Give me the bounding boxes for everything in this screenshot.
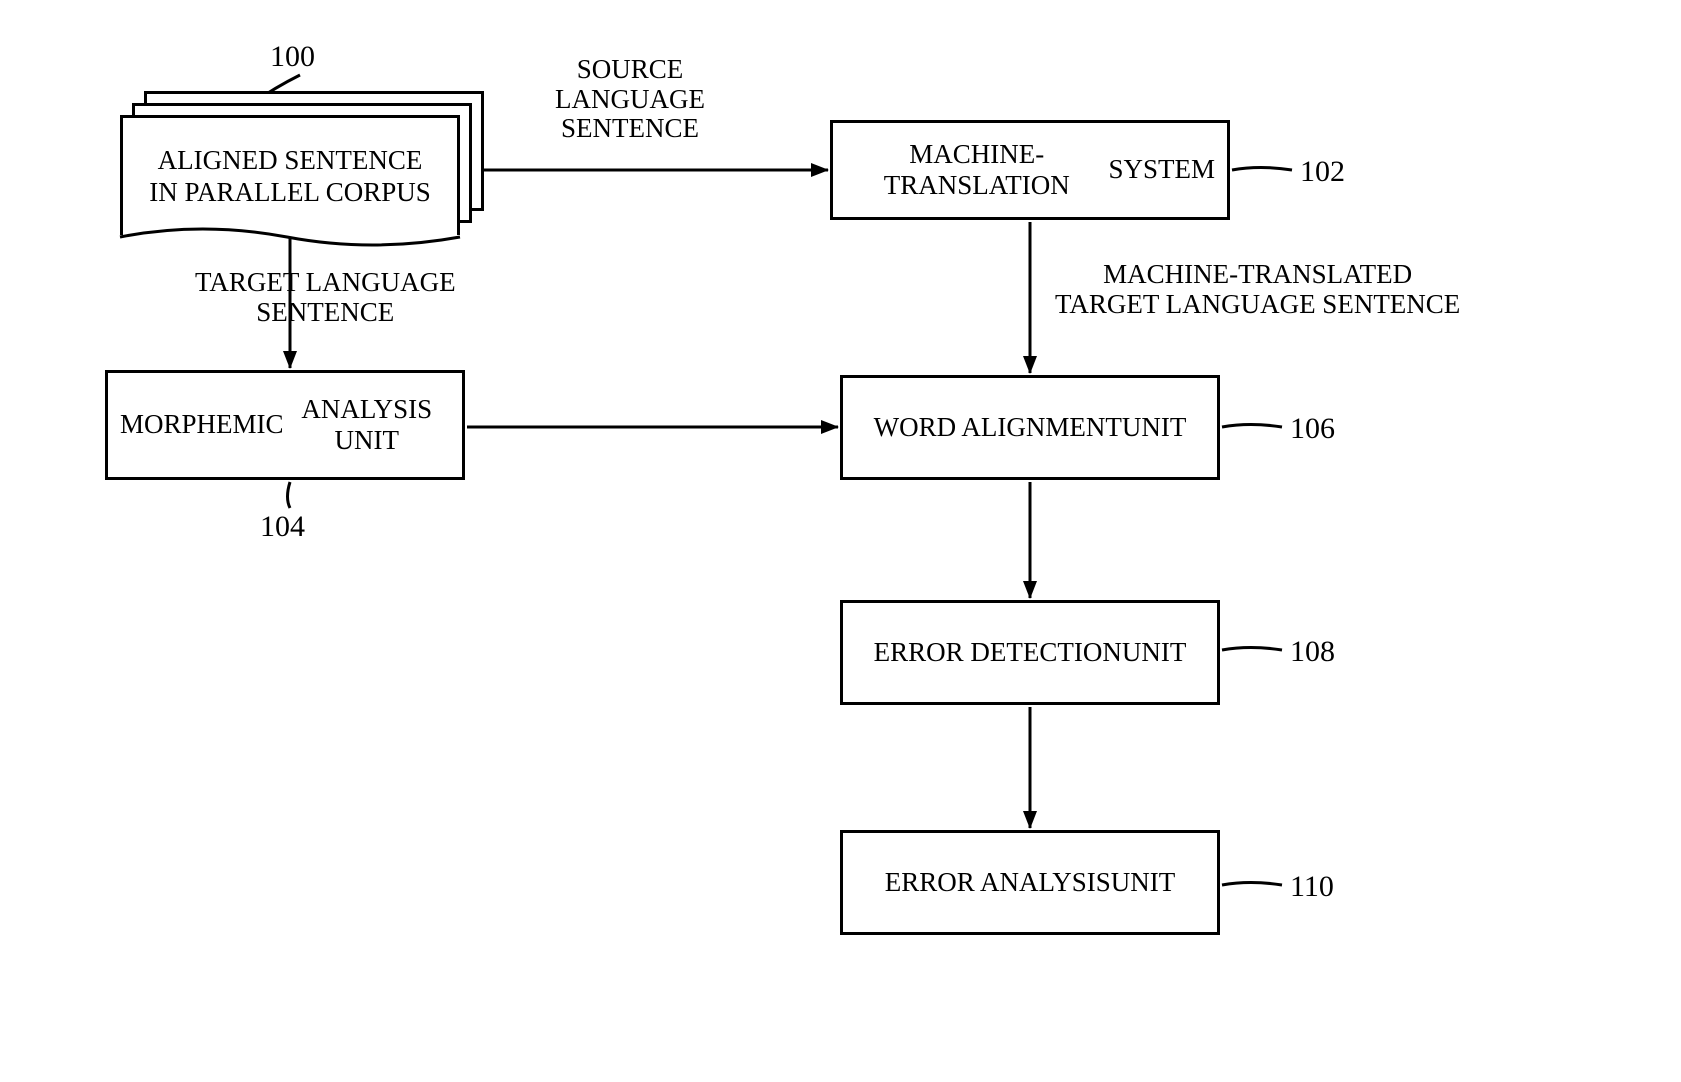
node-id-label: 106 bbox=[1290, 412, 1335, 446]
node-id-label: 110 bbox=[1290, 870, 1334, 904]
edge-label: MACHINE-TRANSLATEDTARGET LANGUAGE SENTEN… bbox=[1055, 260, 1460, 319]
edge-label: SOURCELANGUAGESENTENCE bbox=[555, 55, 705, 144]
node-text: IN PARALLEL CORPUS bbox=[149, 177, 431, 207]
node-text: UNIT bbox=[1122, 412, 1186, 443]
node-morphemic-analysis: MORPHEMICANALYSIS UNIT bbox=[105, 370, 465, 480]
node-text: WORD ALIGNMENT bbox=[874, 412, 1122, 443]
node-error-detection: ERROR DETECTIONUNIT bbox=[840, 600, 1220, 705]
node-text: UNIT bbox=[1111, 867, 1175, 898]
node-text: MORPHEMIC bbox=[120, 409, 284, 440]
leader-line bbox=[1222, 425, 1282, 428]
node-text: UNIT bbox=[1122, 637, 1186, 668]
leader-line bbox=[288, 482, 291, 508]
leader-line bbox=[1222, 883, 1282, 886]
node-corpus: ALIGNED SENTENCEIN PARALLEL CORPUS bbox=[120, 115, 484, 259]
node-error-analysis: ERROR ANALYSISUNIT bbox=[840, 830, 1220, 935]
node-text: MACHINE-TRANSLATION bbox=[845, 139, 1108, 201]
node-text: SYSTEM bbox=[1108, 154, 1215, 185]
leader-line bbox=[1222, 648, 1282, 651]
node-id-label: 108 bbox=[1290, 635, 1335, 669]
node-text: ERROR ANALYSIS bbox=[885, 867, 1111, 898]
node-text: ANALYSIS UNIT bbox=[284, 394, 450, 456]
edge-label: TARGET LANGUAGESENTENCE bbox=[195, 268, 456, 327]
diagram-canvas: ALIGNED SENTENCEIN PARALLEL CORPUS MACHI… bbox=[0, 0, 1681, 1082]
node-text: ERROR DETECTION bbox=[874, 637, 1122, 668]
node-id-label: 104 bbox=[260, 510, 305, 544]
leader-line bbox=[1232, 168, 1292, 171]
node-word-alignment: WORD ALIGNMENTUNIT bbox=[840, 375, 1220, 480]
node-text: ALIGNED SENTENCE bbox=[158, 145, 423, 175]
node-id-label: 102 bbox=[1300, 155, 1345, 189]
node-mt-system: MACHINE-TRANSLATIONSYSTEM bbox=[830, 120, 1230, 220]
node-id-label: 100 bbox=[270, 40, 315, 74]
